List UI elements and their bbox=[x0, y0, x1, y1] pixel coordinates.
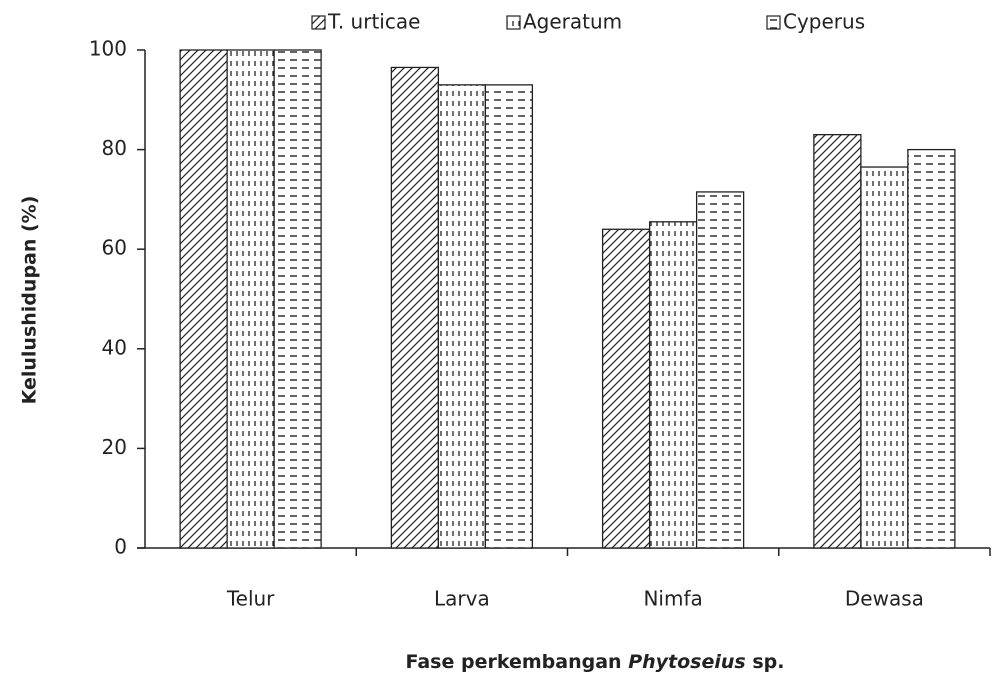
bar bbox=[907, 148, 956, 549]
bar bbox=[484, 84, 534, 549]
y-tick-label: 0 bbox=[114, 535, 127, 559]
bar bbox=[273, 49, 322, 549]
bar bbox=[390, 66, 440, 549]
bar bbox=[648, 221, 698, 549]
y-tick-label: 100 bbox=[89, 37, 127, 61]
y-tick-label: 20 bbox=[102, 435, 127, 459]
legend-swatch bbox=[311, 15, 326, 30]
y-tick-label: 60 bbox=[102, 236, 127, 260]
bar bbox=[179, 49, 228, 549]
legend-label: Ageratum bbox=[523, 10, 622, 34]
x-tick-label: Dewasa bbox=[845, 587, 924, 611]
legend-swatch bbox=[766, 15, 781, 30]
legend-label: Cyperus bbox=[783, 10, 865, 34]
legend-label: T. urticae bbox=[327, 10, 420, 34]
bar bbox=[226, 49, 275, 549]
bar bbox=[437, 84, 487, 549]
x-axis-title: Fase perkembangan Phytoseius sp. bbox=[406, 651, 785, 673]
bar bbox=[601, 228, 651, 549]
x-tick-label: Larva bbox=[434, 587, 490, 611]
x-tick-label: Telur bbox=[226, 587, 275, 611]
bar bbox=[813, 134, 862, 549]
y-tick-label: 40 bbox=[102, 335, 127, 359]
x-tick-label: Nimfa bbox=[643, 587, 702, 611]
legend-swatch bbox=[506, 15, 521, 30]
bar bbox=[695, 191, 745, 549]
y-axis-title: Kelulushidupan (%) bbox=[19, 196, 41, 405]
y-tick-label: 80 bbox=[102, 136, 127, 160]
bar bbox=[860, 166, 909, 549]
